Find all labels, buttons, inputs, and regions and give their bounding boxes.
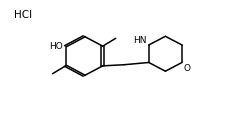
Text: HCl: HCl [14,10,32,20]
Text: HO: HO [49,42,63,51]
Text: O: O [184,64,191,72]
Text: HN: HN [133,36,147,45]
